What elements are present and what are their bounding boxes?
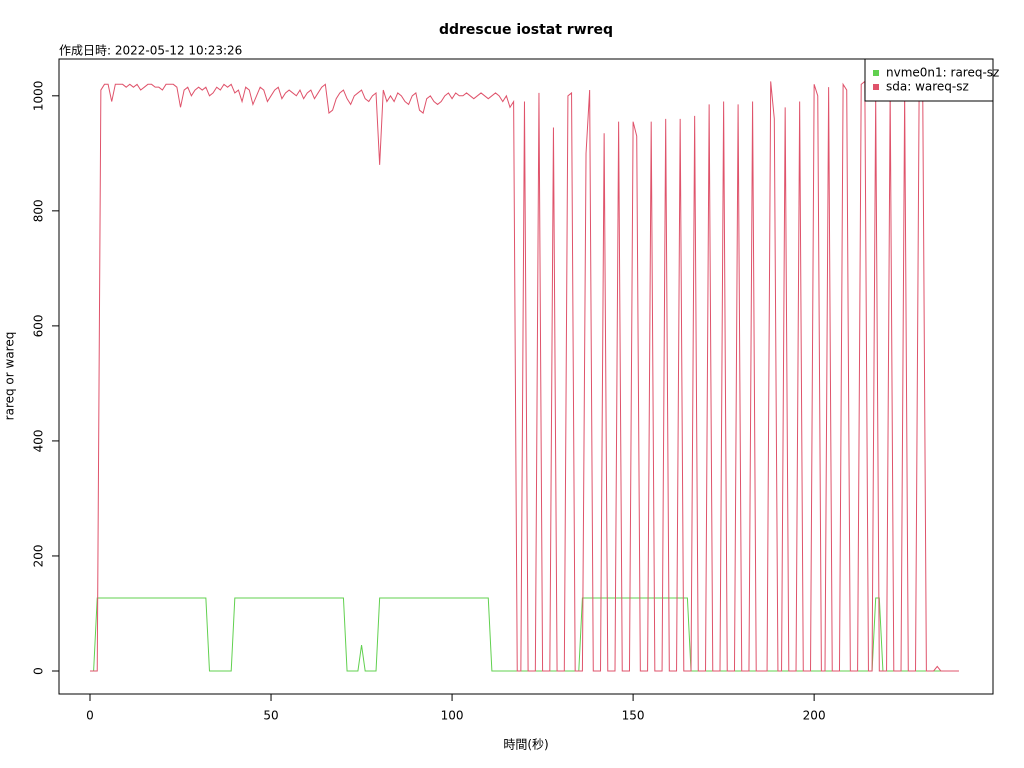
x-tick-label: 200 [803,709,826,723]
y-tick-label: 0 [32,667,46,675]
x-tick-label: 100 [441,709,464,723]
y-tick-label: 200 [32,545,46,568]
y-tick-label: 800 [32,199,46,222]
x-tick-label: 0 [86,709,94,723]
series-line [89,80,959,672]
x-tick-label: 50 [263,709,278,723]
y-tick-label: 400 [32,429,46,452]
chart-subtitle: 作成日時: 2022-05-12 10:23:26 [59,44,242,58]
x-axis-label: 時間(秒) [503,738,548,752]
legend-box [864,58,994,102]
chart-title: ddrescue iostat rwreq [439,22,613,38]
legend-label: sda: wareq-sz [886,80,969,94]
plot-frame [58,58,994,695]
legend-swatch [873,70,879,76]
y-tick-label: 600 [32,314,46,337]
x-tick-label: 150 [622,709,645,723]
y-axis-label: rareq or wareq [3,332,17,421]
legend-label: nvme0n1: rareq-sz [886,66,999,80]
series-line [89,597,956,672]
y-tick-label: 1000 [32,81,46,112]
legend-swatch [873,84,879,90]
